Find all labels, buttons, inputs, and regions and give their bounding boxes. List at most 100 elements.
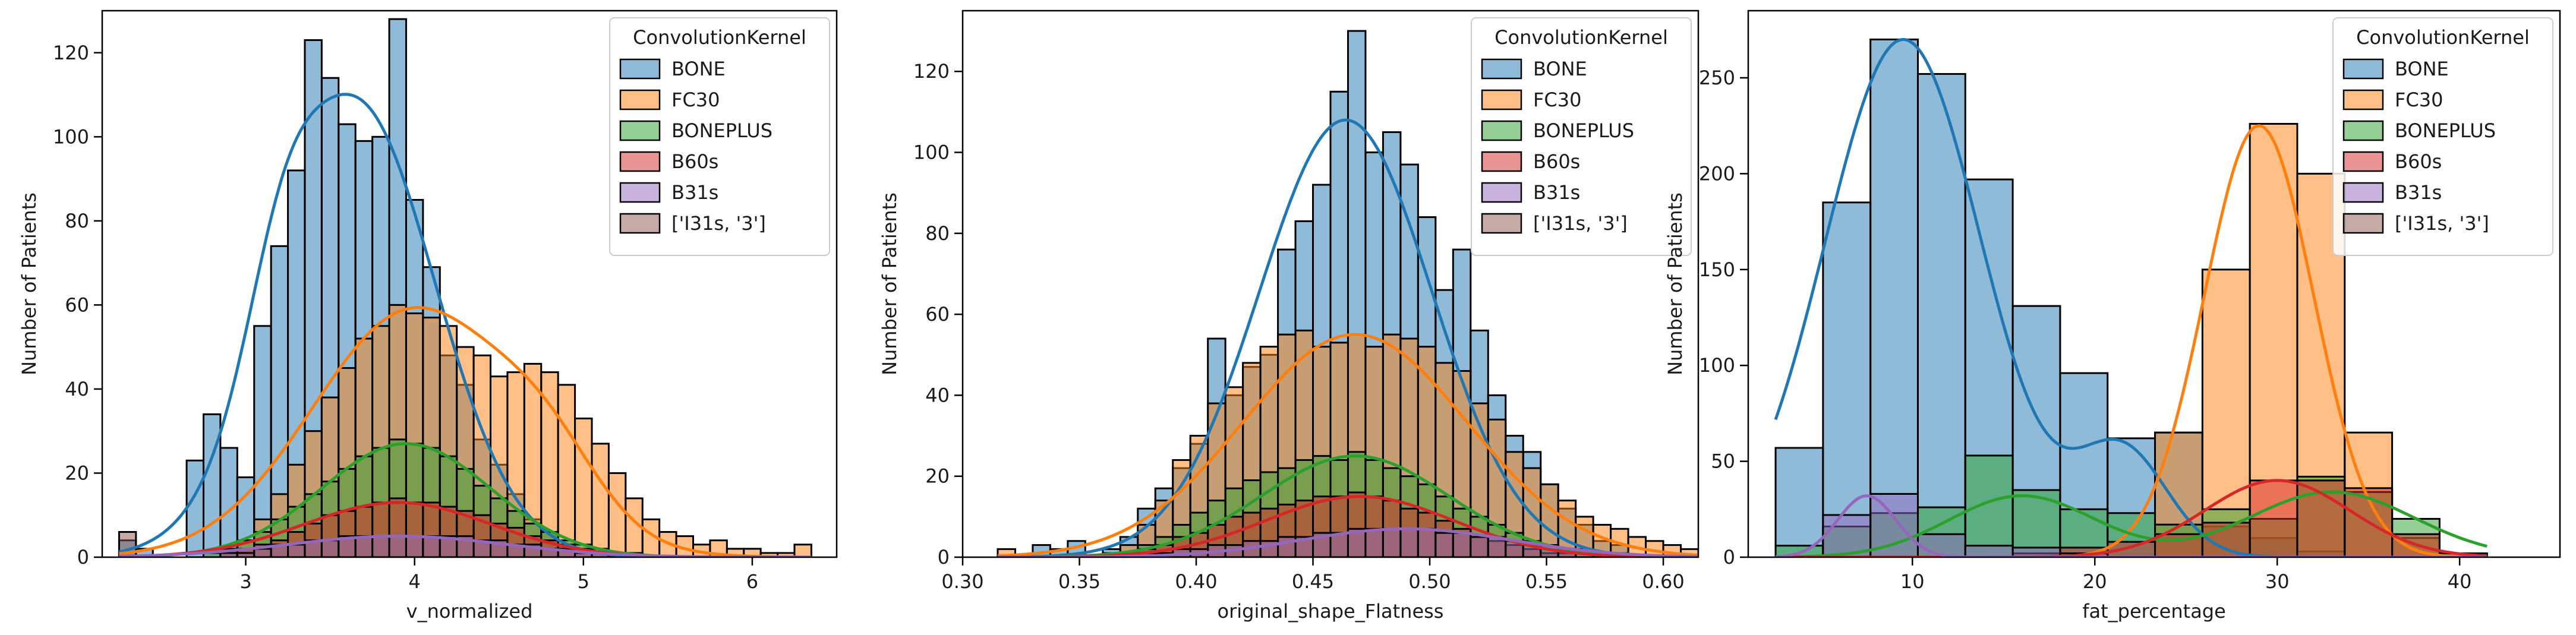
- legend-label-B31s: B31s: [1533, 181, 1580, 204]
- x-tick-label: 0.35: [1058, 570, 1101, 593]
- bar-B31s-18: [422, 535, 441, 557]
- y-tick-label: 120: [913, 60, 950, 83]
- legend-label-I31s: ['I31s, '3']: [2395, 212, 2489, 235]
- x-tick-label: 0.55: [1525, 570, 1568, 593]
- legend-swatch-B60s: [1481, 151, 1522, 172]
- x-axis-label: original_shape_Flatness: [1218, 600, 1444, 623]
- x-tick-label: 10: [1900, 570, 1925, 593]
- legend-swatch-B60s: [619, 151, 661, 172]
- legend-label-I31s: ['I31s, '3']: [1533, 212, 1628, 235]
- kde-line-B60s: [1776, 479, 2487, 557]
- y-axis-label: Number of Patients: [1664, 192, 1686, 375]
- legend-swatch-B31s: [2342, 182, 2384, 203]
- y-tick-label: 40: [925, 384, 950, 406]
- legend-swatch-BONE: [619, 58, 661, 80]
- legend-title: ConvolutionKernel: [2356, 26, 2530, 49]
- plot-area: [997, 30, 1698, 557]
- legend-swatch-BONE: [1481, 58, 1522, 80]
- y-tick-label: 0: [77, 546, 89, 568]
- legend-swatch-BONE: [2342, 58, 2384, 80]
- y-tick-label: 60: [925, 303, 950, 326]
- x-tick-label: 0.40: [1175, 570, 1217, 593]
- bar-FC30-28: [591, 443, 610, 557]
- bar-B31s-16: [388, 535, 407, 557]
- kde-line-BONE: [998, 118, 1698, 557]
- legend-label-FC30: FC30: [1533, 89, 1581, 111]
- legend-label-B31s: B31s: [2395, 181, 2442, 204]
- kde-line-BONEPLUS: [1775, 490, 2487, 557]
- y-tick-label: 80: [65, 210, 89, 232]
- chart-panel-3: 0 50 100 150 200 250 10 20 30 40 fat_percentage Num…: [1664, 10, 2561, 623]
- kde-line-FC30: [119, 306, 812, 557]
- bar-B31s-25: [1434, 532, 1454, 557]
- legend: ConvolutionKernel BONE FC30 BONEPLUS B60s B31…: [609, 17, 830, 256]
- legend-swatch-BONEPLUS: [619, 120, 661, 141]
- axes-frame: [101, 10, 838, 558]
- legend-label-BONEPLUS: BONEPLUS: [2395, 119, 2496, 142]
- legend-label-BONE: BONE: [671, 58, 726, 80]
- bar-BONE-6: [219, 447, 238, 557]
- y-axis-label: Number of Patients: [18, 192, 40, 375]
- legend-label-I31s: ['I31s, '3']: [671, 212, 766, 235]
- bar-BONE-2: [1869, 38, 1919, 557]
- bar-B31s-22: [1382, 527, 1402, 557]
- x-tick-label: 3: [239, 570, 251, 593]
- legend-box: [2332, 17, 2553, 256]
- x-tick-label: 0.60: [1642, 570, 1684, 593]
- legend-label-B31s: B31s: [671, 181, 718, 204]
- axes-frame: [961, 10, 1700, 558]
- bar-B31s-10: [287, 544, 306, 557]
- bar-B31s-14: [354, 535, 374, 557]
- y-tick-label: 250: [1699, 67, 1735, 89]
- bar-FC30-26: [557, 384, 576, 557]
- bar-BONE-0: [1774, 447, 1824, 557]
- legend-swatch-BONEPLUS: [1481, 120, 1522, 141]
- legend-label-BONE: BONE: [2395, 58, 2449, 80]
- x-tick-label: 0.45: [1292, 570, 1334, 593]
- legend-label-B60s: B60s: [2395, 150, 2442, 173]
- kde-line-BONEPLUS: [998, 454, 1698, 557]
- legend-swatch-I31s: [619, 213, 661, 234]
- bar-BONE-1: [1822, 201, 1872, 557]
- legend-title: ConvolutionKernel: [1494, 26, 1668, 49]
- x-tick-label: 6: [746, 570, 758, 593]
- y-tick-label: 200: [1699, 162, 1735, 185]
- legend: ConvolutionKernel BONE FC30 BONEPLUS B60s B31…: [2332, 17, 2553, 256]
- y-tick-label: 0: [938, 546, 950, 568]
- y-tick-label: 60: [65, 293, 89, 316]
- x-tick-label: 0.50: [1408, 570, 1451, 593]
- bar-B31s-2: [1869, 492, 1919, 557]
- legend-swatch-I31s: [2342, 213, 2384, 234]
- x-axis-label: fat_percentage: [2082, 600, 2226, 623]
- legend-label-BONE: BONE: [1533, 58, 1587, 80]
- legend-label-FC30: FC30: [2395, 89, 2443, 111]
- y-tick-label: 120: [53, 42, 89, 64]
- y-tick-label: 0: [1723, 546, 1735, 568]
- legend-swatch-B31s: [619, 182, 661, 203]
- kde-line-FC30: [997, 333, 1698, 557]
- bar-B31s-19: [1329, 532, 1349, 557]
- legend-box: [609, 17, 830, 256]
- bar-B31s-27: [1470, 536, 1489, 557]
- y-axis-label: Number of Patients: [878, 192, 901, 375]
- bar-B31s-8: [253, 548, 272, 557]
- kde-line-B31s: [1775, 494, 2487, 557]
- bar-B31s-21: [1364, 527, 1384, 557]
- bar-B31s-4: [1964, 545, 2014, 557]
- bar-BONEPLUS-4: [1964, 454, 2014, 557]
- bar-B31s-23: [1399, 527, 1419, 557]
- axes-frame: [1747, 10, 2561, 558]
- bar-B31s-15: [371, 535, 390, 557]
- y-tick-label: 50: [1711, 450, 1735, 473]
- x-axis-label: v_normalized: [406, 600, 533, 623]
- bar-B60s-10: [2249, 479, 2298, 557]
- plot-area: [1774, 37, 2488, 557]
- y-tick-label: 100: [53, 125, 89, 148]
- y-tick-label: 40: [65, 378, 89, 400]
- legend-label-B60s: B60s: [1533, 150, 1580, 173]
- bar-B31s-17: [405, 535, 424, 557]
- legend-swatch-I31s: [1481, 213, 1522, 234]
- chart-panel-2: 0 20 40 60 80 100 120 0.30 0.35 0.40 0.45 0.50 0.55 0…: [878, 10, 1700, 623]
- legend-swatch-FC30: [619, 89, 661, 110]
